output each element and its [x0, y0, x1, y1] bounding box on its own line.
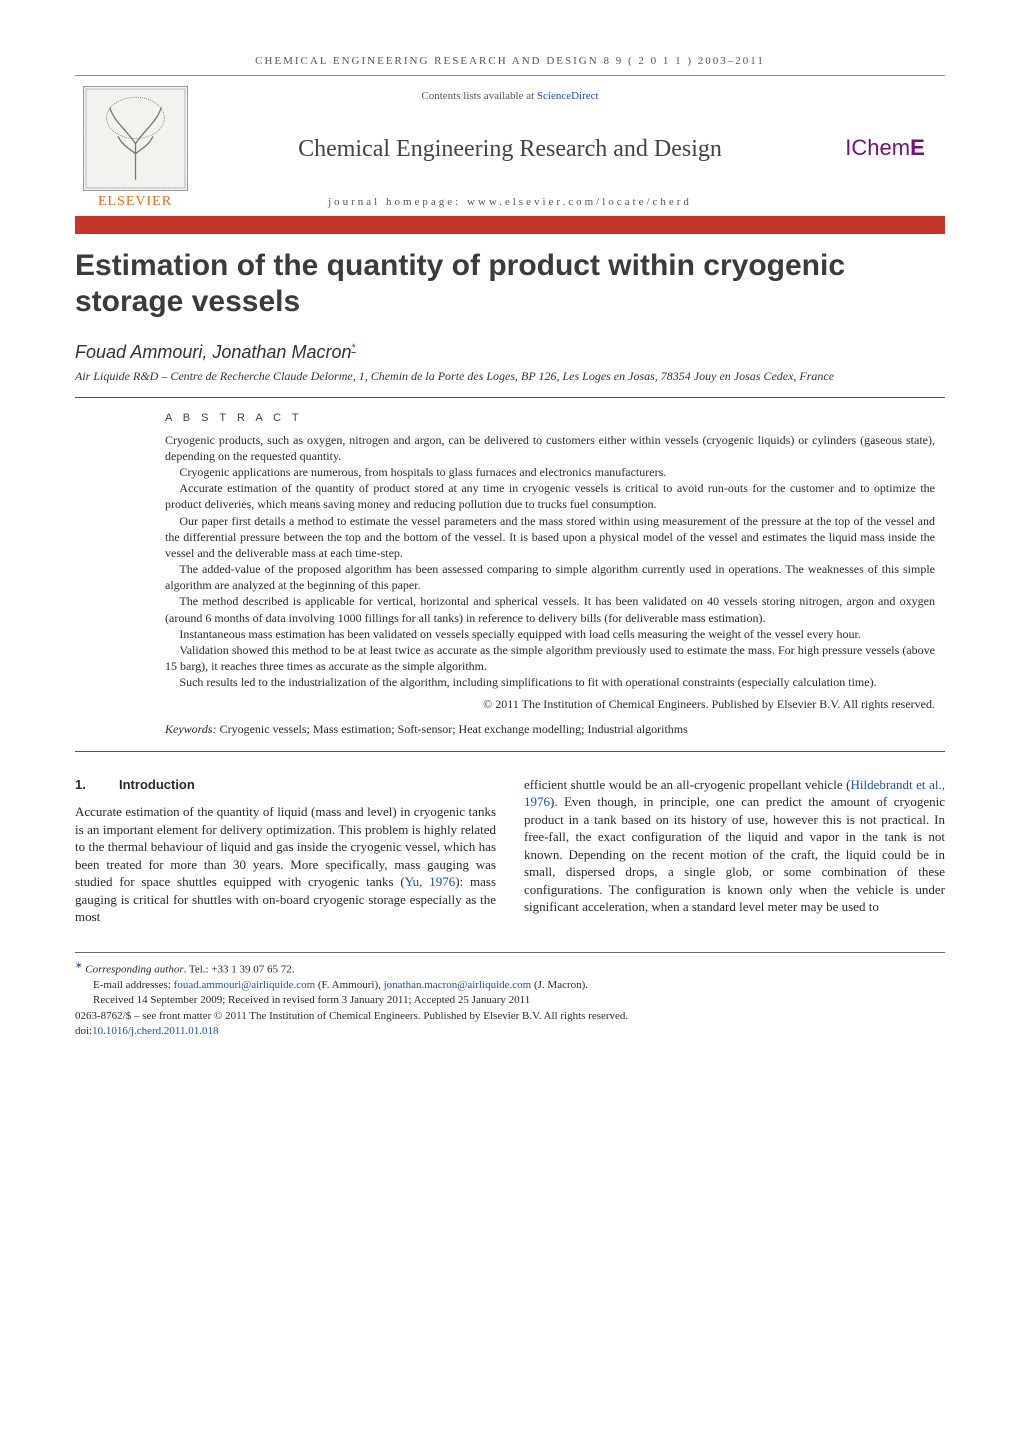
abstract-para: Such results led to the industrializatio…: [165, 674, 935, 690]
doi-label: doi:: [75, 1025, 92, 1037]
front-matter-line: 0263-8762/$ – see front matter © 2011 Th…: [75, 1009, 945, 1024]
masthead: ELSEVIER Contents lists available at Sci…: [75, 86, 945, 210]
journal-homepage-line: journal homepage: www.elsevier.com/locat…: [207, 196, 813, 208]
doi-line: doi:10.1016/j.cherd.2011.01.018: [75, 1024, 945, 1039]
section-title: Introduction: [119, 777, 195, 792]
email-link[interactable]: fouad.ammouri@airliquide.com: [174, 979, 315, 991]
homepage-url: www.elsevier.com/locate/cherd: [467, 196, 692, 208]
red-bar: [75, 216, 945, 234]
abstract-para: The method described is applicable for v…: [165, 593, 935, 625]
email-link[interactable]: jonathan.macron@airliquide.com: [384, 979, 532, 991]
body-text: efficient shuttle would be an all-cryoge…: [524, 777, 851, 792]
rule-above-abstract: [75, 397, 945, 398]
author-names: Fouad Ammouri, Jonathan Macron: [75, 342, 351, 362]
authors-line: Fouad Ammouri, Jonathan Macron*: [75, 342, 945, 363]
column-left: 1.Introduction Accurate estimation of th…: [75, 776, 496, 926]
abstract-para: Our paper first details a method to esti…: [165, 513, 935, 562]
keywords-label: Keywords:: [165, 722, 217, 736]
masthead-center: Contents lists available at ScienceDirec…: [207, 86, 813, 210]
running-head: CHEMICAL ENGINEERING RESEARCH AND DESIGN…: [75, 55, 945, 67]
keywords-text: Cryogenic vessels; Mass estimation; Soft…: [217, 722, 688, 736]
body-columns: 1.Introduction Accurate estimation of th…: [75, 776, 945, 926]
section-number: 1.: [75, 776, 119, 794]
abstract-para: Validation showed this method to be at l…: [165, 642, 935, 674]
body-paragraph: efficient shuttle would be an all-cryoge…: [524, 776, 945, 916]
body-paragraph: Accurate estimation of the quantity of l…: [75, 803, 496, 926]
abstract-para: Instantaneous mass estimation has been v…: [165, 626, 935, 642]
article-title: Estimation of the quantity of product wi…: [75, 248, 945, 320]
email-line: E-mail addresses: fouad.ammouri@airliqui…: [93, 978, 945, 993]
corresponding-star-link[interactable]: *: [351, 342, 355, 354]
footnote-star-icon: ∗: [75, 960, 83, 970]
section-heading: 1.Introduction: [75, 776, 496, 794]
homepage-prefix: journal homepage:: [328, 196, 467, 208]
received-line: Received 14 September 2009; Received in …: [93, 993, 945, 1008]
publisher-name: ELSEVIER: [98, 194, 172, 210]
contents-prefix: Contents lists available at: [421, 90, 536, 102]
keywords-line: Keywords: Cryogenic vessels; Mass estima…: [165, 722, 935, 737]
email-who: (J. Macron).: [531, 979, 588, 991]
column-right: efficient shuttle would be an all-cryoge…: [524, 776, 945, 926]
sciencedirect-link[interactable]: ScienceDirect: [537, 90, 599, 102]
icheme-logo: IChemE: [845, 135, 925, 161]
abstract-heading: A B S T R A C T: [165, 412, 935, 424]
abstract-body: Cryogenic products, such as oxygen, nitr…: [165, 432, 935, 691]
icheme-e: E: [910, 135, 925, 160]
corresponding-line: ∗ Corresponding author. Tel.: +33 1 39 0…: [75, 959, 945, 978]
icheme-chem: Chem: [851, 135, 910, 160]
abstract-block: A B S T R A C T Cryogenic products, such…: [165, 412, 945, 737]
corresponding-label: Corresponding author: [85, 964, 183, 976]
publisher-logo-block: ELSEVIER: [75, 86, 195, 210]
abstract-para: The added-value of the proposed algorith…: [165, 561, 935, 593]
doi-link[interactable]: 10.1016/j.cherd.2011.01.018: [92, 1025, 218, 1037]
rule-below-abstract: [75, 751, 945, 752]
corresponding-tel: . Tel.: +33 1 39 07 65 72.: [184, 964, 295, 976]
citation-link[interactable]: Yu, 1976: [405, 874, 456, 889]
copyright-line: © 2011 The Institution of Chemical Engin…: [165, 697, 935, 712]
rule-top: [75, 75, 945, 76]
abstract-para: Accurate estimation of the quantity of p…: [165, 480, 935, 512]
abstract-para: Cryogenic applications are numerous, fro…: [165, 464, 935, 480]
footer-block: ∗ Corresponding author. Tel.: +33 1 39 0…: [75, 952, 945, 1040]
contents-available-line: Contents lists available at ScienceDirec…: [207, 90, 813, 102]
email-label: E-mail addresses:: [93, 979, 174, 991]
elsevier-tree-icon: [83, 86, 188, 191]
journal-title: Chemical Engineering Research and Design: [207, 136, 813, 163]
icheme-logo-block: IChemE: [825, 86, 945, 210]
affiliation: Air Liquide R&D – Centre de Recherche Cl…: [75, 369, 945, 385]
email-who: (F. Ammouri),: [315, 979, 383, 991]
abstract-para: Cryogenic products, such as oxygen, nitr…: [165, 432, 935, 464]
body-text: ). Even though, in principle, one can pr…: [524, 794, 945, 914]
